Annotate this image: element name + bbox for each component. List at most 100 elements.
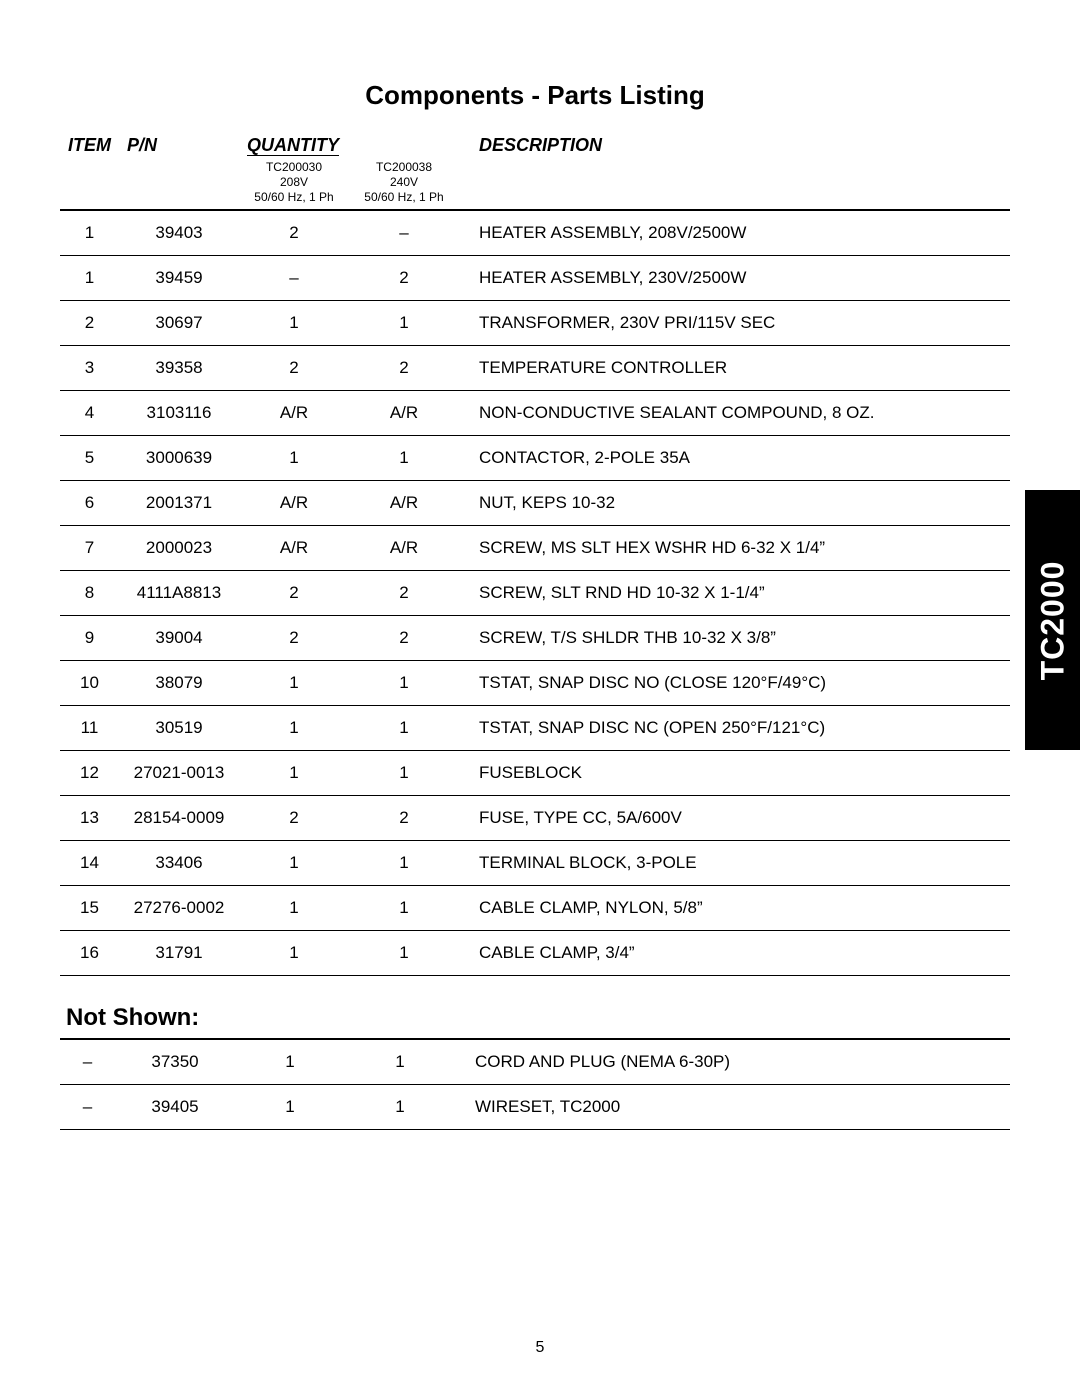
item-cell: 9 (60, 616, 119, 661)
qty2-cell: 1 (349, 301, 459, 346)
qty1-cell: 1 (239, 886, 349, 931)
item-cell: 10 (60, 661, 119, 706)
pn-cell: 3103116 (119, 391, 239, 436)
page-title: Components - Parts Listing (60, 80, 1010, 111)
desc-cell: HEATER ASSEMBLY, 208V/2500W (459, 210, 1010, 256)
item-cell: 8 (60, 571, 119, 616)
parts-table-head: ITEM P/N QUANTITY DESCRIPTION TC200030 2… (60, 131, 1010, 210)
variant-1: TC200030 208V 50/60 Hz, 1 Ph (239, 158, 349, 210)
desc-cell: CORD AND PLUG (NEMA 6-30P) (455, 1039, 1010, 1085)
qty2-cell: 2 (349, 256, 459, 301)
desc-cell: TSTAT, SNAP DISC NC (OPEN 250°F/121°C) (459, 706, 1010, 751)
header-item: ITEM (60, 131, 119, 158)
parts-table-body: 1394032–HEATER ASSEMBLY, 208V/2500W13945… (60, 210, 1010, 976)
desc-cell: SCREW, T/S SHLDR THB 10-32 X 3/8” (459, 616, 1010, 661)
item-cell: 7 (60, 526, 119, 571)
pn-cell: 39405 (115, 1085, 235, 1130)
qty1-cell: 1 (239, 301, 349, 346)
pn-cell: 37350 (115, 1039, 235, 1085)
side-tab: TC2000 (1025, 490, 1080, 750)
table-row: 163179111CABLE CLAMP, 3/4” (60, 931, 1010, 976)
qty1-cell: 1 (239, 751, 349, 796)
qty1-cell: A/R (239, 481, 349, 526)
table-row: 84111A881322SCREW, SLT RND HD 10-32 X 1-… (60, 571, 1010, 616)
qty2-cell: 1 (345, 1039, 455, 1085)
pn-cell: 2001371 (119, 481, 239, 526)
qty2-cell: 1 (349, 886, 459, 931)
desc-cell: FUSEBLOCK (459, 751, 1010, 796)
qty2-cell: A/R (349, 481, 459, 526)
item-cell: 12 (60, 751, 119, 796)
desc-cell: NON-CONDUCTIVE SEALANT COMPOUND, 8 OZ. (459, 391, 1010, 436)
qty1-cell: – (239, 256, 349, 301)
qty2-cell: 1 (349, 751, 459, 796)
pn-cell: 39004 (119, 616, 239, 661)
not-shown-table: –3735011CORD AND PLUG (NEMA 6-30P)–39405… (60, 1038, 1010, 1130)
variant-2-voltage: 240V (390, 175, 418, 189)
qty2-cell: A/R (349, 526, 459, 571)
item-cell: – (60, 1039, 115, 1085)
table-row: 5300063911CONTACTOR, 2-POLE 35A (60, 436, 1010, 481)
qty2-cell: 1 (349, 436, 459, 481)
page-number: 5 (0, 1339, 1080, 1357)
desc-cell: CONTACTOR, 2-POLE 35A (459, 436, 1010, 481)
desc-cell: TSTAT, SNAP DISC NO (CLOSE 120°F/49°C) (459, 661, 1010, 706)
pn-cell: 4111A8813 (119, 571, 239, 616)
pn-cell: 33406 (119, 841, 239, 886)
desc-cell: SCREW, MS SLT HEX WSHR HD 6-32 X 1/4” (459, 526, 1010, 571)
desc-cell: SCREW, SLT RND HD 10-32 X 1-1/4” (459, 571, 1010, 616)
item-cell: 13 (60, 796, 119, 841)
variant-2-model: TC200038 (376, 160, 432, 174)
table-row: 1394032–HEATER ASSEMBLY, 208V/2500W (60, 210, 1010, 256)
qty1-cell: 1 (239, 841, 349, 886)
qty2-cell: 1 (349, 706, 459, 751)
qty2-cell: 1 (349, 661, 459, 706)
pn-cell: 30519 (119, 706, 239, 751)
table-row: 1527276-000211CABLE CLAMP, NYLON, 5/8” (60, 886, 1010, 931)
item-cell: 3 (60, 346, 119, 391)
variant-2: TC200038 240V 50/60 Hz, 1 Ph (349, 158, 459, 210)
page-content: Components - Parts Listing ITEM P/N QUAN… (0, 0, 1080, 1170)
qty1-cell: A/R (239, 391, 349, 436)
item-cell: 1 (60, 256, 119, 301)
table-row: 103807911TSTAT, SNAP DISC NO (CLOSE 120°… (60, 661, 1010, 706)
item-cell: 15 (60, 886, 119, 931)
variant-2-freq: 50/60 Hz, 1 Ph (364, 190, 443, 204)
qty1-cell: 1 (239, 436, 349, 481)
qty2-cell: 1 (349, 841, 459, 886)
table-row: 143340611TERMINAL BLOCK, 3-POLE (60, 841, 1010, 886)
variant-1-model: TC200030 (266, 160, 322, 174)
qty1-cell: 2 (239, 346, 349, 391)
pn-cell: 38079 (119, 661, 239, 706)
pn-cell: 28154-0009 (119, 796, 239, 841)
pn-cell: 39459 (119, 256, 239, 301)
not-shown-heading: Not Shown: (66, 1004, 1010, 1032)
item-cell: 6 (60, 481, 119, 526)
qty2-cell: 2 (349, 571, 459, 616)
side-tab-label: TC2000 (1034, 560, 1071, 680)
table-row: 93900422SCREW, T/S SHLDR THB 10-32 X 3/8… (60, 616, 1010, 661)
desc-cell: CABLE CLAMP, 3/4” (459, 931, 1010, 976)
qty1-cell: 2 (239, 210, 349, 256)
variant-1-freq: 50/60 Hz, 1 Ph (254, 190, 333, 204)
qty2-cell: 1 (349, 931, 459, 976)
qty1-cell: 1 (239, 931, 349, 976)
table-row: 1328154-000922FUSE, TYPE CC, 5A/600V (60, 796, 1010, 841)
pn-cell: 27276-0002 (119, 886, 239, 931)
qty2-cell: A/R (349, 391, 459, 436)
variant-1-voltage: 208V (280, 175, 308, 189)
table-row: 113051911TSTAT, SNAP DISC NC (OPEN 250°F… (60, 706, 1010, 751)
pn-cell: 2000023 (119, 526, 239, 571)
desc-cell: FUSE, TYPE CC, 5A/600V (459, 796, 1010, 841)
header-quantity-label: QUANTITY (247, 135, 339, 156)
item-cell: 14 (60, 841, 119, 886)
pn-cell: 39358 (119, 346, 239, 391)
pn-cell: 27021-0013 (119, 751, 239, 796)
qty1-cell: 1 (239, 706, 349, 751)
table-row: 62001371A/RA/RNUT, KEPS 10-32 (60, 481, 1010, 526)
table-row: –3735011CORD AND PLUG (NEMA 6-30P) (60, 1039, 1010, 1085)
table-row: 43103116A/RA/RNON-CONDUCTIVE SEALANT COM… (60, 391, 1010, 436)
table-row: 33935822TEMPERATURE CONTROLLER (60, 346, 1010, 391)
parts-table: ITEM P/N QUANTITY DESCRIPTION TC200030 2… (60, 131, 1010, 976)
desc-cell: HEATER ASSEMBLY, 230V/2500W (459, 256, 1010, 301)
